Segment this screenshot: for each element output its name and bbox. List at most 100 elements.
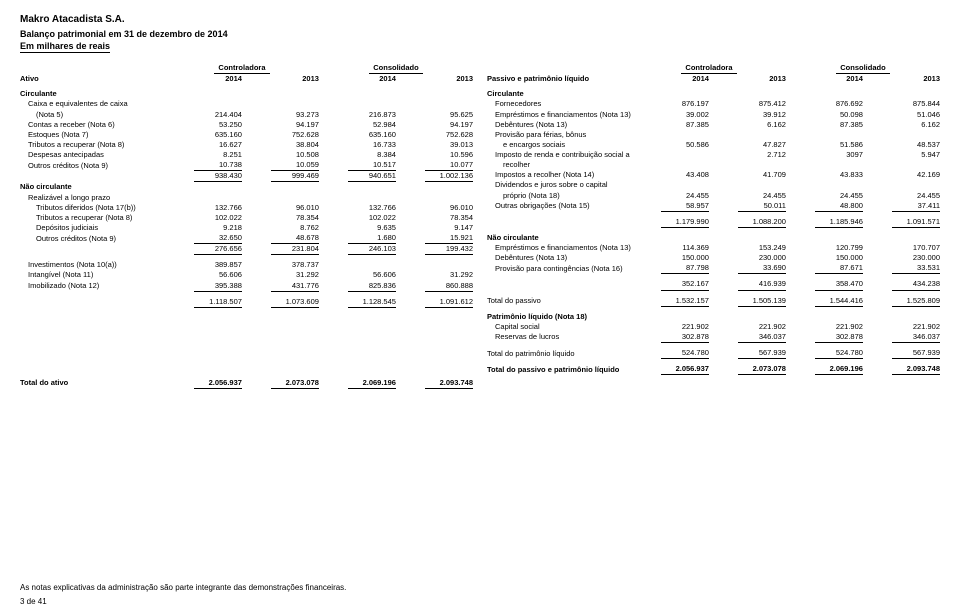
- value-cell: 2.712: [709, 150, 786, 160]
- table-row: Não circulante: [20, 182, 473, 192]
- value-cell: [863, 160, 940, 170]
- value-cell: 1.680: [319, 233, 396, 244]
- value-cell: 120.799: [786, 243, 863, 253]
- row-label: Depósitos judiciais: [20, 223, 165, 233]
- ativo-pane: Controladora Consolidado Ativo 201420132…: [20, 63, 473, 389]
- value-cell: 102.022: [165, 213, 242, 223]
- value-cell: 15.921: [396, 233, 473, 244]
- row-label: Outros créditos (Nota 9): [20, 233, 165, 244]
- value-cell: [786, 89, 863, 99]
- table-row: 938.430999.469940.6511.002.136: [20, 171, 473, 182]
- value-cell: [319, 89, 396, 99]
- value-cell: 352.167: [632, 279, 709, 290]
- row-label: Outras obrigações (Nota 15): [487, 201, 632, 212]
- ativo-year-row: Ativo 2014201320142013: [20, 74, 473, 84]
- year-header: 2013: [396, 74, 473, 84]
- value-cell: 48.537: [863, 140, 940, 150]
- row-label: Caixa e equivalentes de caixa: [20, 99, 165, 109]
- row-label: Outros créditos (Nota 9): [20, 160, 165, 171]
- table-row: (Nota 5)214.40493.273216.87395.625: [20, 110, 473, 120]
- value-cell: 276.656: [165, 244, 242, 255]
- row-label: [20, 171, 165, 182]
- value-cell: 860.888: [396, 281, 473, 292]
- table-row: Total do passivo1.532.1571.505.1391.544.…: [487, 296, 940, 307]
- row-label: Tributos diferidos (Nota 17(b)): [20, 203, 165, 213]
- table-row: Reservas de lucros302.878346.037302.8783…: [487, 332, 940, 343]
- value-cell: 43.833: [786, 170, 863, 180]
- row-label: Não circulante: [20, 182, 165, 192]
- value-cell: 416.939: [709, 279, 786, 290]
- value-cell: 31.292: [242, 270, 319, 280]
- value-cell: 93.273: [242, 110, 319, 120]
- value-cell: 33.531: [863, 263, 940, 274]
- table-row: Debêntures (Nota 13)87.3856.16287.3856.1…: [487, 120, 940, 130]
- value-cell: 10.596: [396, 150, 473, 160]
- value-cell: 1.091.571: [863, 217, 940, 228]
- year-header: 2014: [632, 74, 709, 84]
- value-cell: 1.091.612: [396, 297, 473, 308]
- value-cell: 51.586: [786, 140, 863, 150]
- report-title: Balanço patrimonial em 31 de dezembro de…: [20, 29, 940, 39]
- value-cell: 1.002.136: [396, 171, 473, 182]
- value-cell: 8.251: [165, 150, 242, 160]
- value-cell: 24.455: [632, 191, 709, 201]
- value-cell: 875.844: [863, 99, 940, 109]
- row-label: recolher: [487, 160, 632, 170]
- table-row: Impostos a recolher (Nota 14)43.40841.70…: [487, 170, 940, 180]
- value-cell: 16.733: [319, 140, 396, 150]
- value-cell: 94.197: [396, 120, 473, 130]
- value-cell: 56.606: [165, 270, 242, 280]
- value-cell: 10.508: [242, 150, 319, 160]
- value-cell: 56.606: [319, 270, 396, 280]
- value-cell: 10.738: [165, 160, 242, 171]
- value-cell: 9.218: [165, 223, 242, 233]
- value-cell: [632, 150, 709, 160]
- value-cell: 1.544.416: [786, 296, 863, 307]
- value-cell: 39.002: [632, 110, 709, 120]
- ativo-total-label: Total do ativo: [20, 378, 165, 389]
- table-row: Investimentos (Nota 10(a))389.857378.737: [20, 260, 473, 270]
- table-row: Empréstimos e financiamentos (Nota 13)11…: [487, 243, 940, 253]
- table-row: Tributos a recuperar (Nota 8)16.62738.80…: [20, 140, 473, 150]
- value-cell: 938.430: [165, 171, 242, 182]
- table-row: 352.167416.939358.470434.238: [487, 279, 940, 290]
- passivo-table: Controladora Consolidado Passivo e patri…: [487, 63, 940, 375]
- row-label: Debêntures (Nota 13): [487, 253, 632, 263]
- value-cell: 635.160: [319, 130, 396, 140]
- value-cell: 87.798: [632, 263, 709, 274]
- value-cell: 47.827: [709, 140, 786, 150]
- value-cell: 8.762: [242, 223, 319, 233]
- value-cell: [632, 160, 709, 170]
- value-cell: 8.384: [319, 150, 396, 160]
- value-cell: 16.627: [165, 140, 242, 150]
- value-cell: [709, 130, 786, 140]
- passivo-total-row: Total do passivo e patrimônio líquido 2.…: [487, 364, 940, 375]
- value-cell: 78.354: [242, 213, 319, 223]
- value-cell: [319, 193, 396, 203]
- value-cell: [632, 89, 709, 99]
- value-cell: 221.902: [786, 322, 863, 332]
- table-row: Depósitos judiciais9.2188.7629.6359.147: [20, 223, 473, 233]
- row-label: Capital social: [487, 322, 632, 332]
- value-cell: [709, 180, 786, 190]
- value-cell: 395.388: [165, 281, 242, 292]
- value-cell: 221.902: [709, 322, 786, 332]
- value-cell: 50.011: [709, 201, 786, 212]
- value-cell: 1.525.809: [863, 296, 940, 307]
- table-row: Debêntures (Nota 13)150.000230.000150.00…: [487, 253, 940, 263]
- group-row-right: Controladora Consolidado: [487, 63, 940, 74]
- value-cell: [319, 260, 396, 270]
- value-cell: 32.650: [165, 233, 242, 244]
- value-cell: [396, 99, 473, 109]
- value-cell: 50.098: [786, 110, 863, 120]
- value-cell: [786, 160, 863, 170]
- value-cell: 87.385: [632, 120, 709, 130]
- page-number: 3 de 41: [20, 597, 47, 606]
- value-cell: [863, 233, 940, 243]
- value-cell: 999.469: [242, 171, 319, 182]
- value-cell: 58.957: [632, 201, 709, 212]
- value-cell: 3097: [786, 150, 863, 160]
- value-cell: [632, 130, 709, 140]
- row-label: Patrimônio líquido (Nota 18): [487, 312, 632, 322]
- table-row: Outros créditos (Nota 9)32.65048.6781.68…: [20, 233, 473, 244]
